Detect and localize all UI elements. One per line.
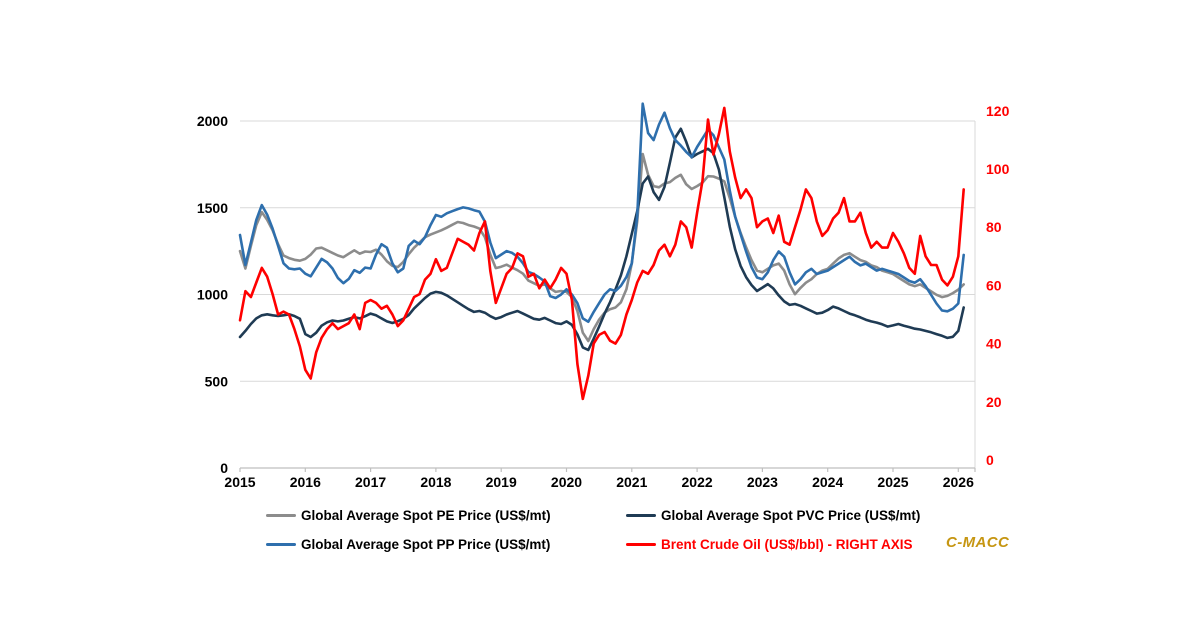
left-axis-label: 2000 xyxy=(197,113,228,129)
x-axis-label: 2019 xyxy=(486,474,517,490)
legend-item-pvc: Global Average Spot PVC Price (US$/mt) xyxy=(626,508,920,523)
legend-label-pe: Global Average Spot PE Price (US$/mt) xyxy=(301,508,551,523)
pp-line-swatch xyxy=(266,542,296,547)
legend-item-brent: Brent Crude Oil (US$/bbl) - RIGHT AXIS xyxy=(626,537,913,552)
x-axis-label: 2024 xyxy=(812,474,843,490)
cmacc-watermark: C-MACC xyxy=(946,534,1010,551)
right-axis-label: 80 xyxy=(986,219,1002,235)
pvc-price-line xyxy=(238,127,966,352)
pe-line-swatch xyxy=(266,513,296,518)
brent-line-swatch xyxy=(626,542,656,547)
right-axis-label: 20 xyxy=(986,394,1002,410)
pp-price-line xyxy=(238,102,966,324)
x-axis-label: 2023 xyxy=(747,474,778,490)
x-axis-label: 2015 xyxy=(224,474,255,490)
left-axis-label: 500 xyxy=(205,373,229,389)
left-axis-label: 0 xyxy=(220,460,228,476)
x-axis-label: 2020 xyxy=(551,474,582,490)
pvc-line-swatch xyxy=(626,513,656,518)
right-axis-label: 100 xyxy=(986,161,1010,177)
right-axis-label: 0 xyxy=(986,452,994,468)
legend-item-pe: Global Average Spot PE Price (US$/mt) xyxy=(266,508,551,523)
x-axis-label: 2017 xyxy=(355,474,386,490)
x-axis-label: 2022 xyxy=(682,474,713,490)
pe-price-line xyxy=(238,152,966,343)
right-axis-label: 40 xyxy=(986,336,1002,352)
x-axis-label: 2016 xyxy=(290,474,321,490)
left-axis-label: 1000 xyxy=(197,287,228,303)
x-axis-label: 2025 xyxy=(877,474,908,490)
legend-label-pvc: Global Average Spot PVC Price (US$/mt) xyxy=(661,508,921,523)
x-axis-label: 2021 xyxy=(616,474,647,490)
right-axis-label: 120 xyxy=(986,103,1010,119)
legend-label-brent: Brent Crude Oil (US$/bbl) - RIGHT AXIS xyxy=(661,537,913,552)
right-axis-label: 60 xyxy=(986,277,1002,293)
x-axis-label: 2018 xyxy=(420,474,451,490)
legend-label-pp: Global Average Spot PP Price (US$/mt) xyxy=(301,537,551,552)
brent-crude-line xyxy=(238,106,966,401)
legend-item-pp: Global Average Spot PP Price (US$/mt) xyxy=(266,537,550,552)
x-axis-label: 2026 xyxy=(943,474,974,490)
left-axis-label: 1500 xyxy=(197,200,228,216)
